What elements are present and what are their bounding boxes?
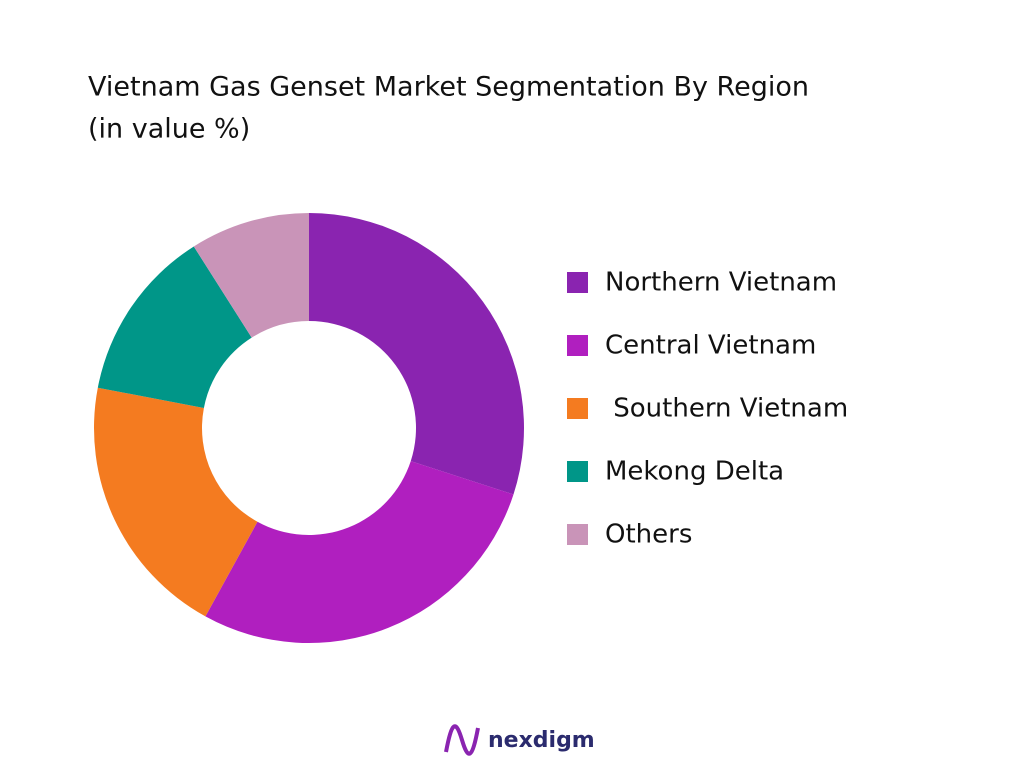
legend-swatch: [567, 461, 588, 482]
logo-icon: [444, 724, 480, 756]
donut-slice: [193, 213, 309, 338]
legend-label: Mekong Delta: [605, 457, 784, 487]
donut-slice: [97, 246, 252, 408]
legend-label: Central Vietnam: [605, 331, 816, 361]
donut-slice: [205, 461, 514, 644]
chart-title: Vietnam Gas Genset Market Segmentation B…: [88, 72, 809, 103]
legend-swatch: [567, 398, 588, 419]
chart-subtitle: (in value %): [88, 114, 250, 145]
legend-label: Northern Vietnam: [605, 268, 837, 298]
legend-swatch: [567, 335, 588, 356]
legend-label: Southern Vietnam: [605, 394, 848, 424]
legend-swatch: [567, 272, 588, 293]
brand-logo: nexdigm: [444, 724, 595, 756]
legend-swatch: [567, 524, 588, 545]
brand-name: nexdigm: [488, 728, 595, 753]
donut-slice: [309, 213, 525, 495]
donut-slice: [94, 387, 258, 617]
legend-label: Others: [605, 520, 692, 550]
